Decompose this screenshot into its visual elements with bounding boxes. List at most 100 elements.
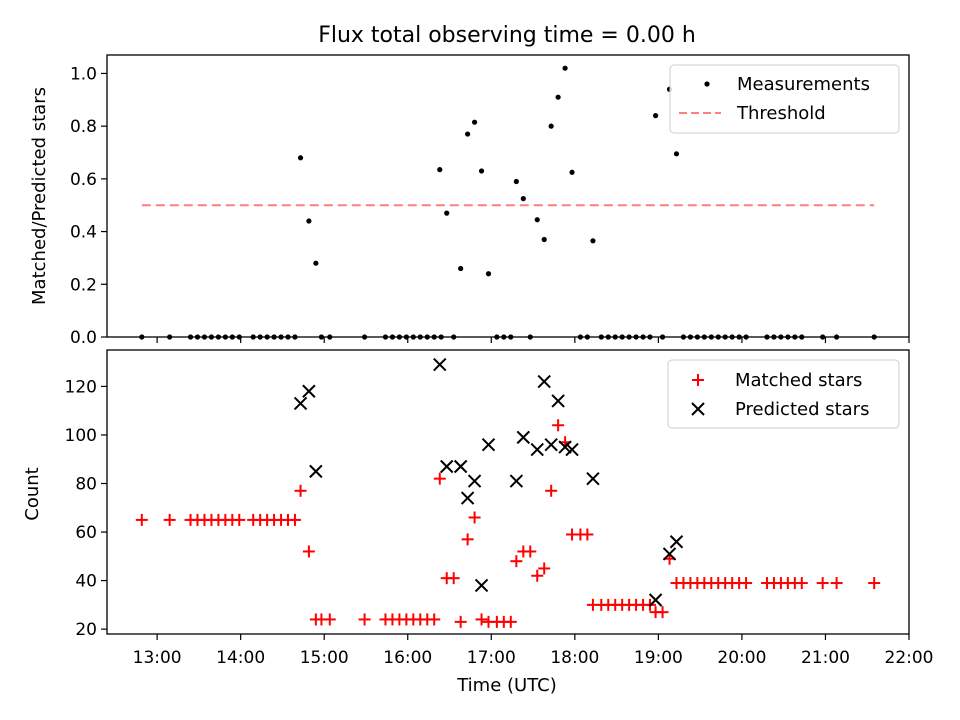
predicted-star-point bbox=[530, 442, 544, 457]
bottom-y-tick-label: 20 bbox=[75, 620, 97, 640]
measurement-point bbox=[569, 169, 575, 175]
predicted-star-point bbox=[474, 578, 489, 593]
bottom-x-tick-label: 18:00 bbox=[550, 648, 599, 668]
measurement-point bbox=[478, 168, 485, 174]
bottom-plot-frame bbox=[106, 349, 910, 635]
measurement-point bbox=[652, 113, 659, 119]
measurement-point bbox=[458, 265, 464, 272]
bottom-x-tick-label: 19:00 bbox=[634, 648, 683, 668]
top-y-tick-label: 0.6 bbox=[70, 170, 97, 190]
top-legend-box bbox=[669, 64, 900, 134]
matched-star-point bbox=[475, 613, 488, 626]
bottom-y-tick-label: 60 bbox=[75, 523, 97, 543]
matched-star-point bbox=[531, 569, 544, 582]
predicted-star-stroke bbox=[586, 471, 600, 486]
predicted-star-point bbox=[460, 491, 475, 505]
measurements-legend-marker bbox=[704, 81, 710, 87]
matched-star-point bbox=[656, 606, 669, 619]
predicted-star-stroke bbox=[648, 593, 663, 607]
matched-star-point bbox=[323, 613, 336, 626]
matched-star-point bbox=[552, 419, 565, 432]
predicted-star-stroke bbox=[516, 430, 531, 445]
measurement-point bbox=[673, 151, 680, 157]
matched-star-point bbox=[288, 513, 301, 526]
predicted-star-point bbox=[648, 593, 663, 607]
bottom-x-tick-label: 15:00 bbox=[300, 648, 349, 668]
bottom-x-tick-label: 20:00 bbox=[717, 648, 766, 668]
top-y-axis-label: Matched/Predicted stars bbox=[29, 87, 50, 305]
predicted-star-point bbox=[565, 442, 579, 457]
measurement-point bbox=[513, 178, 519, 185]
matched-star-point bbox=[795, 577, 808, 590]
bottom-x-tick-label: 17:00 bbox=[467, 648, 516, 668]
predicted-star-stroke bbox=[474, 578, 489, 593]
matched-star-point bbox=[447, 572, 460, 585]
bottom-y-tick-label: 40 bbox=[75, 572, 97, 592]
matched-star-point bbox=[830, 577, 843, 590]
predicted-star-stroke bbox=[433, 357, 447, 372]
measurement-point bbox=[520, 196, 526, 202]
predicted-star-point bbox=[537, 374, 551, 389]
matched-star-point bbox=[524, 545, 537, 558]
predicted-star-point bbox=[509, 474, 524, 488]
predicted-star-stroke bbox=[302, 384, 316, 398]
matched-star-point bbox=[135, 513, 148, 526]
top-x-axis-ticks bbox=[156, 337, 910, 343]
measurement-point bbox=[297, 155, 304, 161]
matched-star-point bbox=[428, 613, 441, 626]
predicted-star-stroke bbox=[544, 437, 558, 452]
predicted-star-stroke bbox=[481, 437, 496, 452]
matched-legend-marker bbox=[692, 374, 704, 386]
predicted-star-stroke bbox=[565, 442, 579, 457]
predicted-star-point bbox=[586, 471, 600, 486]
measurement-point bbox=[590, 238, 596, 244]
matched-star-point bbox=[461, 533, 474, 546]
measurement-point bbox=[444, 210, 450, 216]
matched-star-point bbox=[163, 513, 176, 526]
matched-star-point bbox=[454, 615, 467, 628]
matched-star-point bbox=[816, 577, 829, 590]
bottom-x-tick-label: 14:00 bbox=[216, 648, 265, 668]
threshold-legend-label: Threshold bbox=[736, 103, 826, 124]
predicted-star-stroke bbox=[669, 535, 684, 549]
predicted-star-point bbox=[551, 394, 565, 408]
predicted-star-point bbox=[293, 396, 308, 411]
predicted-star-stroke bbox=[662, 547, 677, 561]
bottom-legend-box bbox=[667, 359, 900, 429]
bottom-x-tick-label: 22:00 bbox=[885, 648, 934, 668]
matched-star-point bbox=[504, 615, 517, 628]
predicted-star-stroke bbox=[467, 474, 482, 488]
predicted-star-point bbox=[467, 474, 482, 488]
top-y-tick-label: 0.2 bbox=[70, 275, 97, 295]
top-y-tick-label: 0.0 bbox=[70, 328, 97, 348]
predicted-star-point bbox=[302, 384, 316, 398]
predicted-star-stroke bbox=[453, 459, 468, 474]
bottom-x-tick-label: 21:00 bbox=[801, 648, 850, 668]
measurement-point bbox=[534, 217, 540, 223]
matched-star-point bbox=[538, 562, 551, 575]
matched-star-point bbox=[581, 528, 594, 541]
predicted-legend-marker bbox=[691, 402, 705, 416]
matched-star-point bbox=[294, 484, 307, 497]
bottom-x-tick-label: 16:00 bbox=[383, 648, 432, 668]
measurement-point bbox=[313, 260, 319, 266]
top-y-tick-label: 0.4 bbox=[70, 223, 97, 243]
matched-star-point bbox=[510, 555, 523, 568]
matched-star-point bbox=[358, 613, 371, 626]
bottom-y-tick-label: 120 bbox=[65, 377, 97, 397]
top-y-axis-ticks: 0.0 0.2 0.4 0.6 0.8 1.0 bbox=[70, 64, 107, 348]
predicted-star-stroke bbox=[530, 442, 544, 457]
measurement-point bbox=[562, 65, 568, 71]
measurement-point bbox=[485, 271, 492, 277]
bottom-y-tick-label: 80 bbox=[75, 475, 97, 495]
measurement-point bbox=[541, 236, 547, 243]
top-y-tick-label: 1.0 bbox=[70, 64, 97, 84]
top-chart-title: Flux total observing time = 0.00 h bbox=[318, 23, 696, 48]
top-legend: Measurements Threshold bbox=[669, 64, 900, 134]
top-y-tick-label: 0.8 bbox=[70, 117, 97, 137]
matched-star-point bbox=[468, 511, 481, 524]
matched-star-point bbox=[868, 577, 881, 590]
predicted-star-point bbox=[662, 547, 677, 561]
predicted-legend-label: Predicted stars bbox=[735, 399, 869, 420]
predicted-star-point bbox=[433, 357, 447, 372]
